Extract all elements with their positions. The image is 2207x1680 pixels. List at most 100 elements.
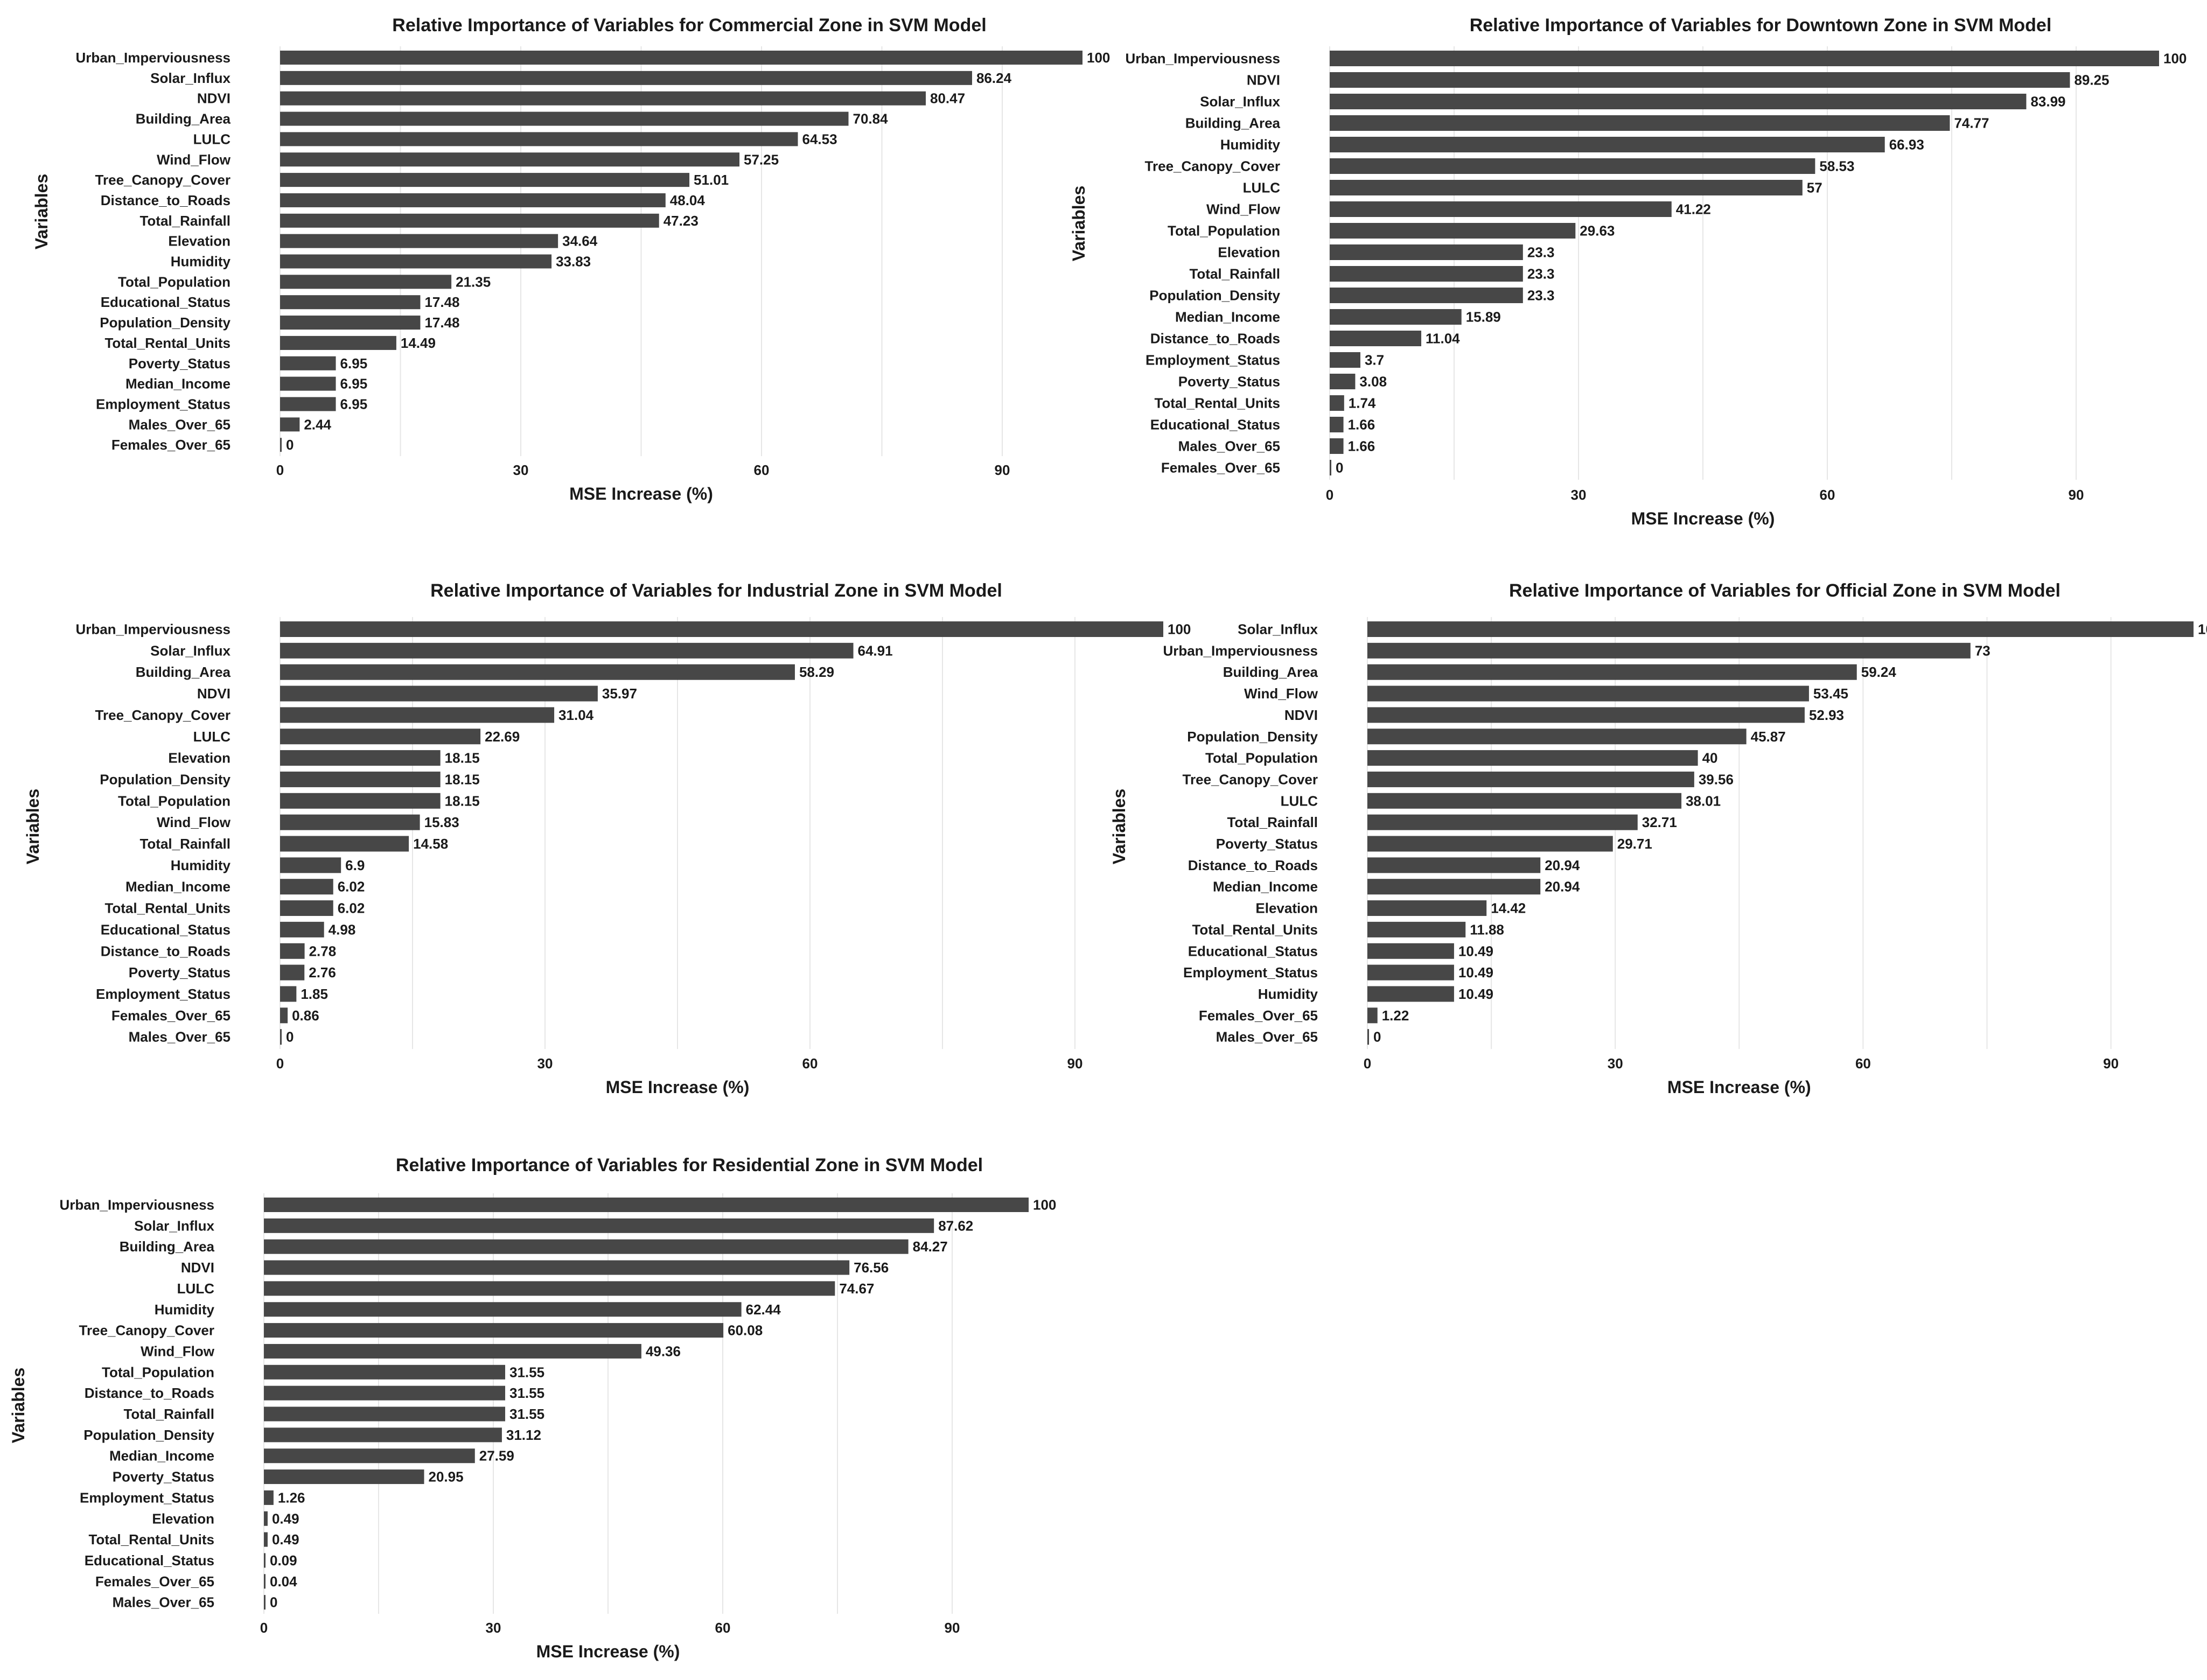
category-label: Poverty_Status xyxy=(129,355,231,372)
bar xyxy=(280,879,333,895)
bar xyxy=(280,986,297,1002)
bar xyxy=(280,621,1163,637)
y-axis-title: Variables xyxy=(1109,789,1129,865)
value-label: 1.22 xyxy=(1382,1007,1409,1024)
bar xyxy=(1367,921,1466,937)
value-label: 64.91 xyxy=(858,642,893,659)
value-label: 62.44 xyxy=(746,1301,781,1318)
value-label: 100 xyxy=(1168,621,1191,638)
x-tick-label: 0 xyxy=(276,462,284,478)
value-label: 41.22 xyxy=(1676,201,1711,218)
category-label: Median_Income xyxy=(125,376,231,392)
bar xyxy=(264,1406,506,1422)
bar xyxy=(1367,1007,1378,1024)
bar xyxy=(280,132,798,146)
category-label: NDVI xyxy=(1284,707,1318,723)
category-label: LULC xyxy=(177,1280,215,1297)
bar xyxy=(1367,1029,1369,1045)
y-axis-title: Variables xyxy=(9,1368,28,1444)
category-label: Distance_to_Roads xyxy=(1150,331,1280,347)
x-tick-label: 0 xyxy=(1326,487,1333,503)
category-label: Poverty_Status xyxy=(1178,374,1280,390)
bar xyxy=(1330,460,1331,475)
y-axis-title: Variables xyxy=(1069,186,1088,262)
bar xyxy=(1330,309,1462,325)
value-label: 86.24 xyxy=(976,70,1012,86)
bar xyxy=(1330,158,1815,174)
value-label: 29.71 xyxy=(1617,836,1652,852)
bar xyxy=(1367,621,2194,637)
bar xyxy=(264,1281,835,1296)
bar xyxy=(264,1364,506,1380)
category-label: Total_Rainfall xyxy=(139,213,231,229)
value-label: 38.01 xyxy=(1686,793,1721,809)
bar xyxy=(264,1427,502,1443)
category-label: LULC xyxy=(1281,793,1318,809)
value-label: 20.94 xyxy=(1545,857,1580,873)
chart-title: Relative Importance of Variables for Res… xyxy=(396,1155,983,1175)
bar xyxy=(264,1385,506,1401)
value-label: 2.44 xyxy=(304,416,331,432)
category-label: Total_Rental_Units xyxy=(1154,395,1280,411)
bar xyxy=(1367,707,1805,723)
bar xyxy=(280,295,421,310)
value-label: 3.08 xyxy=(1359,374,1387,390)
category-label: Total_Population xyxy=(118,274,231,290)
category-label: Population_Density xyxy=(83,1427,214,1443)
value-label: 14.58 xyxy=(413,836,448,852)
category-label: Employment_Status xyxy=(80,1489,214,1506)
bar xyxy=(1367,900,1487,916)
value-label: 60.08 xyxy=(728,1322,763,1339)
category-label: Humidity xyxy=(171,254,231,270)
category-label: Solar_Influx xyxy=(1200,94,1280,110)
bar xyxy=(280,234,558,248)
value-label: 83.99 xyxy=(2030,94,2065,110)
bar xyxy=(280,275,452,289)
category-label: Wind_Flow xyxy=(157,151,231,167)
category-label: NDVI xyxy=(1247,72,1280,88)
chart-title: Relative Importance of Variables for Ind… xyxy=(430,580,1002,601)
chart-commercial-zone: Relative Importance of Variables for Com… xyxy=(32,15,1110,503)
bar xyxy=(280,335,396,350)
category-label: Elevation xyxy=(168,750,231,766)
category-label: Median_Income xyxy=(1213,879,1318,895)
category-label: Poverty_Status xyxy=(1216,836,1318,852)
value-label: 11.88 xyxy=(1470,921,1504,937)
category-label: Humidity xyxy=(155,1301,215,1318)
value-label: 87.62 xyxy=(938,1217,973,1234)
bar xyxy=(280,51,1082,65)
category-label: Population_Density xyxy=(100,771,231,787)
category-label: Educational_Status xyxy=(101,294,231,310)
bar xyxy=(280,685,598,702)
value-label: 31.55 xyxy=(509,1406,544,1422)
category-label: Distance_to_Roads xyxy=(101,192,231,208)
category-label: NDVI xyxy=(197,90,231,107)
bar xyxy=(280,316,421,330)
category-label: Median_Income xyxy=(125,879,231,895)
chart-official-zone: Relative Importance of Variables for Off… xyxy=(1109,580,2207,1097)
value-label: 66.93 xyxy=(1889,137,1924,153)
category-label: Tree_Canopy_Cover xyxy=(79,1322,214,1339)
category-label: Solar_Influx xyxy=(150,642,231,659)
value-label: 23.3 xyxy=(1527,288,1555,304)
category-label: Solar_Influx xyxy=(1238,621,1318,638)
value-label: 73 xyxy=(1975,642,1991,659)
value-label: 1.85 xyxy=(301,986,328,1002)
value-label: 2.78 xyxy=(309,943,337,959)
category-label: NDVI xyxy=(181,1259,214,1276)
bar xyxy=(280,857,341,873)
category-label: Solar_Influx xyxy=(134,1217,214,1234)
category-label: Total_Rental_Units xyxy=(104,900,231,916)
x-tick-label: 60 xyxy=(754,462,770,478)
category-label: Tree_Canopy_Cover xyxy=(1145,158,1280,174)
category-label: Females_Over_65 xyxy=(1199,1007,1318,1024)
value-label: 0 xyxy=(270,1594,277,1611)
category-label: Total_Rental_Units xyxy=(1192,921,1318,937)
bar xyxy=(280,664,795,680)
category-label: Population_Density xyxy=(1187,729,1318,745)
value-label: 14.49 xyxy=(401,335,436,351)
chart-title: Relative Importance of Variables for Off… xyxy=(1509,580,2061,601)
category-label: Solar_Influx xyxy=(150,70,231,86)
category-label: Elevation xyxy=(1255,900,1318,916)
bar xyxy=(1330,72,2070,88)
